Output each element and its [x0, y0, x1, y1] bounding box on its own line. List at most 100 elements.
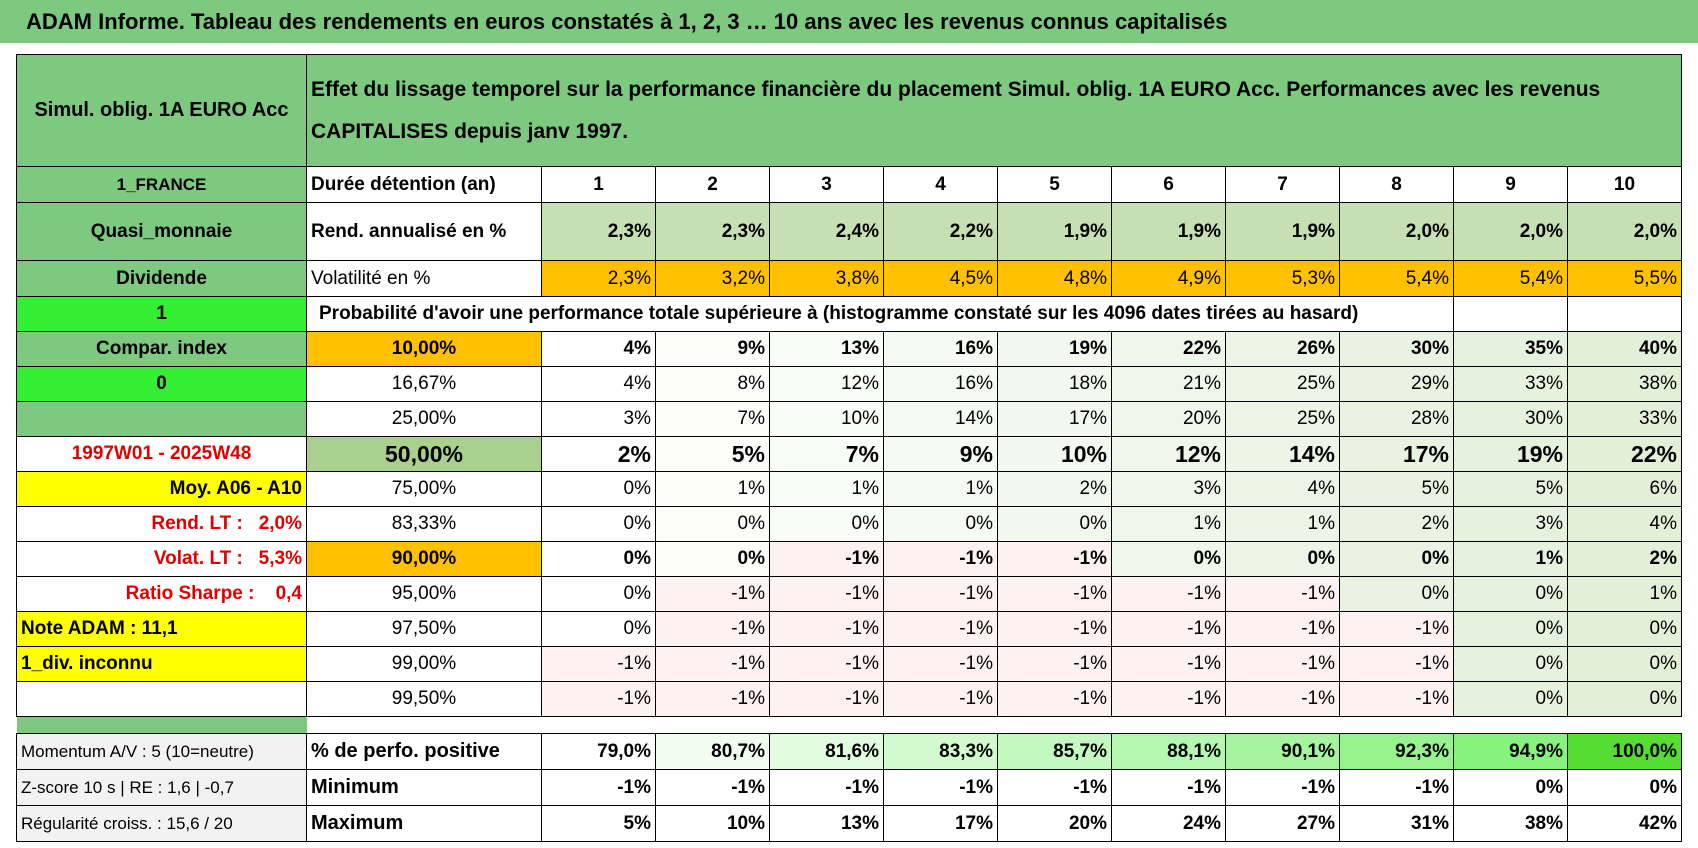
- table-row: Compar. index 10,00% 4% 9% 13% 16% 19% 22% 26% 30…: [16, 331, 1682, 367]
- value-cell: 0%: [1453, 611, 1568, 647]
- table-row: Note ADAM : 11,1 97,50% 0% -1% -1% -1% -1% -1% -…: [16, 611, 1682, 647]
- value-cell: 30%: [1339, 331, 1454, 367]
- row-name: Rend. annualisé en %: [306, 202, 542, 261]
- footer-cell: -1%: [883, 769, 998, 806]
- value-cell: 2%: [541, 436, 656, 472]
- value-cell: 20%: [1111, 401, 1226, 437]
- value-cell: 2,3%: [541, 260, 656, 297]
- footer-cell: 81,6%: [769, 733, 884, 770]
- value-cell: 2: [655, 166, 770, 203]
- value-cell: 0%: [1567, 646, 1682, 682]
- value-cell: 0%: [1453, 576, 1568, 612]
- footer-label: Z-score 10 s | RE : 1,6 | -0,7: [16, 769, 307, 806]
- row-label: Dividende: [16, 260, 307, 297]
- row-label: Note ADAM : 11,1: [16, 611, 307, 647]
- value-cell: 0%: [541, 541, 656, 577]
- value-cell: 1%: [1453, 541, 1568, 577]
- value-cell: -1%: [1111, 576, 1226, 612]
- footer-cell: -1%: [1111, 769, 1226, 806]
- row-name: 25,00%: [306, 401, 542, 437]
- footer-cell: 92,3%: [1339, 733, 1454, 770]
- value-cell: 14%: [883, 401, 998, 437]
- value-cell: 0%: [997, 506, 1112, 542]
- header-description: Effet du lissage temporel sur la perform…: [306, 54, 1682, 167]
- value-cell: -1%: [883, 541, 998, 577]
- value-cell: -1%: [997, 576, 1112, 612]
- footer-cell: 94,9%: [1453, 733, 1568, 770]
- table-row: Dividende Volatilité en % 2,3% 3,2% 3,8% 4,5%…: [16, 260, 1682, 297]
- value-cell: -1%: [541, 646, 656, 682]
- value-cell: 21%: [1111, 366, 1226, 402]
- footer-cell: 38%: [1453, 805, 1568, 842]
- table: Simul. oblig. 1A EURO Acc Effet du lissag…: [16, 54, 1682, 842]
- value-cell: -1%: [883, 611, 998, 647]
- value-cell: 3%: [1453, 506, 1568, 542]
- value-cell: 26%: [1225, 331, 1340, 367]
- row-label: 1: [16, 296, 307, 332]
- gap-cell: [16, 716, 307, 734]
- row-name: 83,33%: [306, 506, 542, 542]
- value-cell: 17%: [1339, 436, 1454, 472]
- value-cell: -1%: [997, 646, 1112, 682]
- value-cell: 4%: [1225, 471, 1340, 507]
- table-row: 1_FRANCE Durée détention (an) 1 2 3 4 5 6 7 8 9 10: [16, 166, 1682, 203]
- value-cell: 19%: [997, 331, 1112, 367]
- value-cell: 5: [997, 166, 1112, 203]
- value-cell: 19%: [1453, 436, 1568, 472]
- value-cell: -1%: [769, 576, 884, 612]
- empty-cell: [1453, 296, 1568, 332]
- footer-label: Régularité croiss. : 15,6 / 20: [16, 805, 307, 842]
- row-label: [16, 681, 307, 717]
- value-cell: -1%: [1339, 646, 1454, 682]
- value-cell: 2,4%: [769, 202, 884, 261]
- value-cell: 5%: [1453, 471, 1568, 507]
- header-row: Simul. oblig. 1A EURO Acc Effet du lissag…: [16, 54, 1682, 167]
- row-label: Volat. LT : 5,3%: [16, 541, 307, 577]
- value-cell: -1%: [883, 576, 998, 612]
- row-name: 90,00%: [306, 541, 542, 577]
- value-cell: -1%: [655, 646, 770, 682]
- footer-cell: 80,7%: [655, 733, 770, 770]
- value-cell: 29%: [1339, 366, 1454, 402]
- footer-cell: 0%: [1453, 769, 1568, 806]
- row-label: [16, 401, 307, 437]
- footer-cell: 90,1%: [1225, 733, 1340, 770]
- value-cell: 0%: [1453, 646, 1568, 682]
- table-row: Quasi_monnaie Rend. annualisé en % 2,3% 2,3…: [16, 202, 1682, 261]
- value-cell: 1,9%: [1225, 202, 1340, 261]
- value-cell: 3,2%: [655, 260, 770, 297]
- footer-label: Momentum A/V : 5 (10=neutre): [16, 733, 307, 770]
- value-cell: 1%: [1111, 506, 1226, 542]
- value-cell: 10: [1567, 166, 1682, 203]
- footer-name: Maximum: [306, 805, 542, 842]
- footer-cell: -1%: [997, 769, 1112, 806]
- value-cell: 5%: [1339, 471, 1454, 507]
- value-cell: 6%: [1567, 471, 1682, 507]
- value-cell: 35%: [1453, 331, 1568, 367]
- value-cell: 9: [1453, 166, 1568, 203]
- table-row: Moy. A06 - A10 75,00% 0% 1% 1% 1% 2% 3% 4% 5% 5% 6%: [16, 471, 1682, 507]
- value-cell: 0%: [1453, 681, 1568, 717]
- footer-cell: 17%: [883, 805, 998, 842]
- row-label: Quasi_monnaie: [16, 202, 307, 261]
- value-cell: 25%: [1225, 366, 1340, 402]
- value-cell: 1,9%: [997, 202, 1112, 261]
- value-cell: 18%: [997, 366, 1112, 402]
- row-name: 10,00%: [306, 331, 542, 367]
- value-cell: 1: [541, 166, 656, 203]
- table-row: 0 16,67% 4% 8% 12% 16% 18% 21% 25% 29% 33% 38%: [16, 366, 1682, 402]
- value-cell: 3%: [541, 401, 656, 437]
- gap-row: [16, 716, 1682, 734]
- value-cell: 10%: [997, 436, 1112, 472]
- value-cell: 0%: [883, 506, 998, 542]
- value-cell: -1%: [883, 646, 998, 682]
- value-cell: 4%: [541, 366, 656, 402]
- value-cell: 7%: [655, 401, 770, 437]
- value-cell: 4,9%: [1111, 260, 1226, 297]
- row-name: 97,50%: [306, 611, 542, 647]
- table-row: 1 Probabilité d'avoir une performance tot…: [16, 296, 1682, 332]
- value-cell: 3%: [1111, 471, 1226, 507]
- value-cell: 0%: [655, 541, 770, 577]
- row-label: Moy. A06 - A10: [16, 471, 307, 507]
- footer-cell: 31%: [1339, 805, 1454, 842]
